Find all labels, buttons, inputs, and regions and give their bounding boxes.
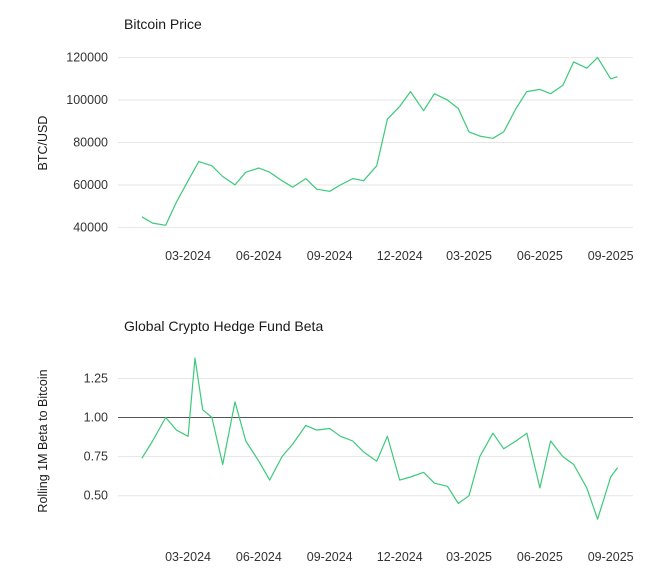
y-tick-label: 100000 (66, 93, 108, 107)
x-tick-label: 06-2024 (236, 550, 282, 564)
x-tick-label: 12-2024 (377, 249, 423, 263)
chart-title: Bitcoin Price (124, 16, 202, 32)
x-tick-labels: 03-2024 06-2024 09-2024 12-2024 03-2025 06-20… (165, 550, 634, 564)
hedge-fund-beta-chart: Global Crypto Hedge Fund Beta Rolling 1M… (36, 318, 634, 564)
bitcoin-price-chart: Bitcoin Price BTC/USD 40000 60000 80000 100… (36, 16, 634, 263)
gridlines (118, 377, 633, 497)
y-axis-label: Rolling 1M Beta to Bitcoin (36, 369, 50, 512)
y-tick-labels: 0.50 0.75 1.00 1.25 (84, 371, 108, 502)
y-tick-label: 60000 (73, 178, 108, 192)
x-tick-label: 03-2025 (446, 550, 492, 564)
x-tick-label: 09-2025 (588, 249, 634, 263)
y-axis-label: BTC/USD (36, 116, 50, 171)
x-tick-label: 03-2025 (446, 249, 492, 263)
y-tick-labels: 40000 60000 80000 100000 120000 (66, 51, 108, 235)
y-tick-label: 1.00 (84, 411, 108, 425)
gridlines (118, 57, 633, 228)
series-line (141, 57, 618, 226)
x-tick-labels: 03-2024 06-2024 09-2024 12-2024 03-2025 06-20… (165, 249, 634, 263)
chart-title: Global Crypto Hedge Fund Beta (124, 318, 323, 334)
x-tick-label: 03-2024 (165, 249, 211, 263)
y-tick-label: 120000 (66, 51, 108, 65)
y-tick-label: 1.25 (84, 371, 108, 385)
x-tick-label: 12-2024 (377, 550, 423, 564)
x-tick-label: 03-2024 (165, 550, 211, 564)
x-tick-label: 06-2025 (517, 550, 563, 564)
x-tick-label: 09-2025 (588, 550, 634, 564)
y-tick-label: 0.50 (84, 489, 108, 503)
series-line (141, 357, 619, 520)
x-tick-label: 06-2024 (236, 249, 282, 263)
y-tick-label: 0.75 (84, 450, 108, 464)
y-tick-label: 80000 (73, 136, 108, 150)
x-tick-label: 09-2024 (307, 249, 353, 263)
y-tick-label: 40000 (73, 220, 108, 234)
x-tick-label: 06-2025 (517, 249, 563, 263)
x-tick-label: 09-2024 (307, 550, 353, 564)
